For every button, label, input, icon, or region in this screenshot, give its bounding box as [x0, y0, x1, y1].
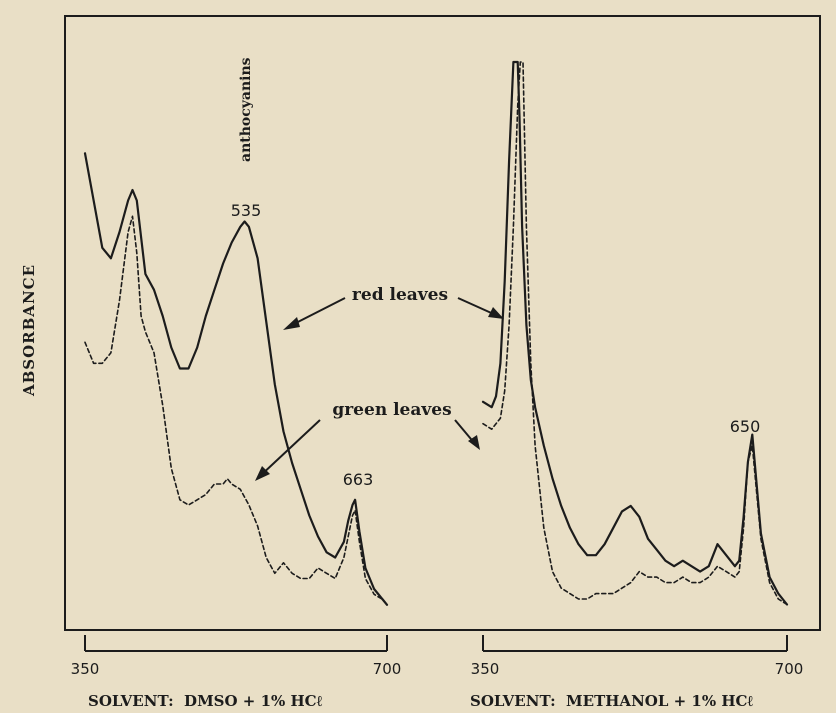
left-tick-label-350: 350 [71, 660, 100, 678]
red-leaves-arrow-right [457, 297, 504, 319]
anthocyanins-annotation: anthocyanins [238, 57, 254, 162]
right-green-leaves-curve [482, 61, 788, 606]
right-tick-label-350: 350 [471, 660, 500, 678]
green-leaves-label: green leaves [332, 400, 451, 420]
right-solvent-label: SOLVENT: METHANOL + 1% HCℓ [470, 692, 753, 710]
green-leaves-arrow-left [255, 419, 321, 481]
right-tick-label-700: 700 [775, 660, 804, 678]
plot-frame [64, 15, 821, 631]
left-tick-label-700: 700 [373, 660, 402, 678]
green-leaves-arrow-right [454, 419, 480, 450]
red-leaves-label: red leaves [352, 285, 448, 305]
red-leaves-arrow-left [283, 297, 346, 330]
left-solvent-label: SOLVENT: DMSO + 1% HCℓ [88, 692, 323, 710]
left-red-leaves-curve [83, 152, 389, 606]
peak-label-650: 650 [730, 417, 761, 436]
peak-label-535: 535 [231, 201, 262, 220]
right-red-leaves-curve [481, 60, 789, 606]
y-axis-label: ABSORBANCE [20, 264, 38, 397]
peak-label-663: 663 [343, 470, 374, 489]
left-green-leaves-curve [84, 215, 388, 606]
